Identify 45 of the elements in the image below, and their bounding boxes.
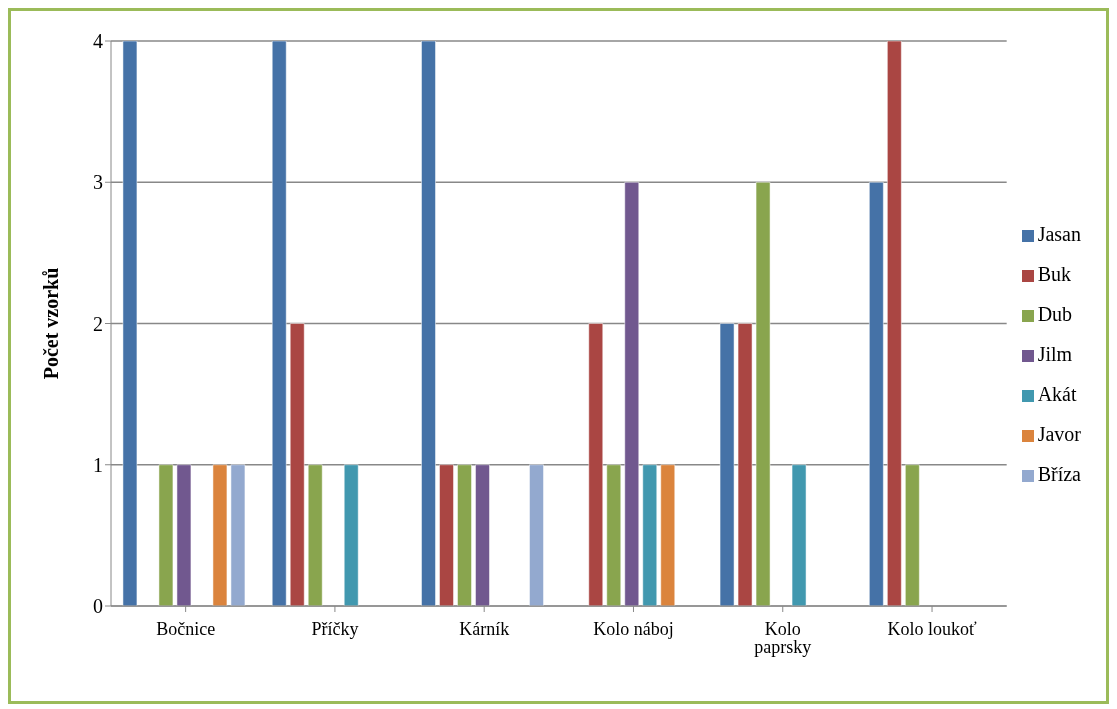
x-tick-label: Kolo náboj (593, 618, 674, 639)
legend-label: Bříza (1037, 462, 1081, 485)
y-axis-title: Počet vzorků (40, 267, 63, 380)
bar (606, 464, 622, 606)
bar (755, 182, 771, 606)
bar (887, 41, 902, 606)
y-tick-label: 0 (93, 595, 103, 618)
bar (176, 464, 192, 606)
y-tick-label: 4 (93, 30, 103, 53)
bar (439, 464, 454, 606)
bar (588, 323, 604, 606)
legend-label: Javor (1037, 422, 1081, 445)
bar (719, 323, 735, 606)
y-tick-label: 2 (93, 312, 103, 335)
bar (307, 464, 323, 606)
bar (122, 41, 138, 606)
bar (457, 464, 472, 606)
legend-label: Jasan (1037, 222, 1081, 245)
bar (791, 464, 807, 606)
bar (343, 464, 359, 606)
bar (905, 464, 920, 606)
bar (529, 464, 544, 606)
bar (660, 464, 676, 606)
bar (230, 464, 246, 606)
bar (737, 323, 753, 606)
x-tick-label: Bočnice (156, 618, 216, 639)
bar (271, 41, 287, 606)
x-tick-label: Kolo loukoť (887, 618, 977, 639)
legend-label: Dub (1037, 302, 1073, 325)
legend-label: Buk (1037, 262, 1072, 285)
bar (289, 323, 305, 606)
y-tick-label: 1 (93, 453, 103, 476)
bar (869, 182, 884, 606)
bar (475, 464, 490, 606)
bar (158, 464, 174, 606)
bar (421, 41, 436, 606)
bar (642, 464, 658, 606)
legend-label: Akát (1037, 382, 1077, 405)
y-tick-label: 3 (93, 171, 103, 194)
x-tick-label: Kárník (459, 618, 510, 639)
bar (624, 182, 640, 606)
bar (212, 464, 228, 606)
x-tick-label: Příčky (311, 618, 359, 639)
legend-label: Jilm (1037, 342, 1073, 365)
x-tick-label: Kolo paprsky (754, 618, 812, 657)
